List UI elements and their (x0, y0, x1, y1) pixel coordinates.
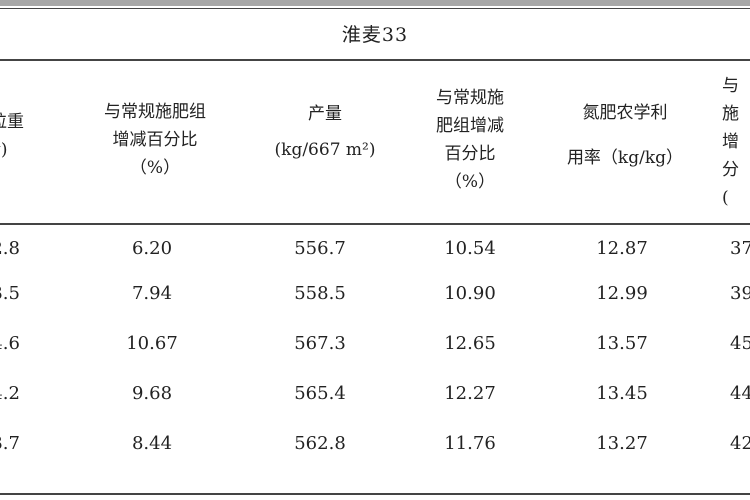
table-title: 淮麦33 (341, 24, 409, 46)
table-cell: 556.7 (294, 238, 346, 259)
table-cell: 39 (730, 283, 750, 304)
header-top-rule (0, 59, 750, 61)
table-cell: 4.6 (0, 333, 20, 354)
top-border-strip (0, 0, 750, 6)
table-top-rule (0, 8, 750, 9)
table-cell: 562.8 (294, 433, 346, 454)
table-cell: 45 (730, 333, 750, 354)
header-nitrogen-efficiency: 氮肥农学利 用率（kg/kg） (566, 103, 684, 168)
table-cell: 10.54 (444, 238, 496, 259)
table-cell: 12.65 (444, 333, 496, 354)
table-cell: 8.44 (131, 433, 173, 454)
table-cell: 44 (730, 383, 750, 404)
table-cell: 11.76 (444, 433, 496, 454)
table-cell: 2.8 (0, 238, 20, 259)
table-cell: 3.5 (0, 283, 20, 304)
header-partial-column: 与施增分( (722, 76, 739, 208)
header-grain-weight-change: 与常规施肥组 增减百分比 （%） (104, 102, 206, 178)
table-cell: 10.67 (126, 333, 178, 354)
header-yield: 产量 (kg/667 m²) (274, 104, 376, 160)
table-cell: 4.2 (0, 383, 20, 404)
table-cell: 13.57 (596, 333, 648, 354)
header-bottom-rule (0, 223, 750, 225)
table-cell: 13.27 (596, 433, 648, 454)
table-cell: 13.45 (596, 383, 648, 404)
header-grain-weight: 粒重g) (0, 112, 24, 160)
table-cell: 12.27 (444, 383, 496, 404)
table-cell: 558.5 (294, 283, 346, 304)
table-cell: 37 (730, 238, 750, 259)
table-cell: 9.68 (131, 383, 173, 404)
table-bottom-rule (0, 493, 750, 495)
table-cell: 12.99 (596, 283, 648, 304)
table-cell: 10.90 (444, 283, 496, 304)
table-cell: 3.7 (0, 433, 20, 454)
table-cell: 6.20 (131, 238, 173, 259)
table-cell: 42 (730, 433, 750, 454)
table-cell: 12.87 (596, 238, 648, 259)
header-yield-change: 与常规施 肥组增减 百分比 （%） (436, 88, 504, 192)
table-cell: 567.3 (294, 333, 346, 354)
table-cell: 7.94 (131, 283, 173, 304)
table-cell: 565.4 (294, 383, 346, 404)
